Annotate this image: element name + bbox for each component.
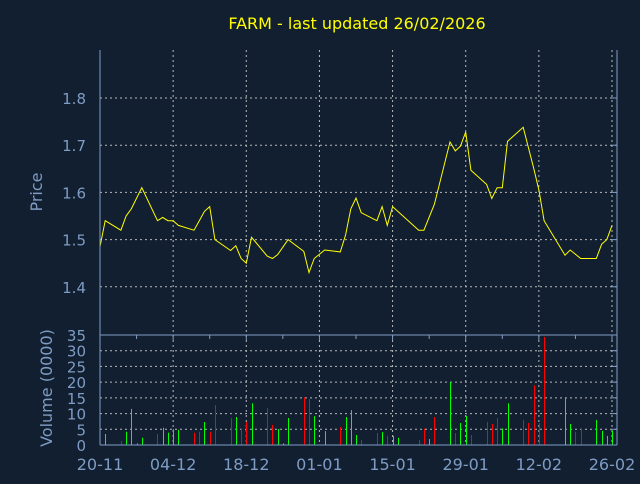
grid [100, 50, 617, 445]
price-axis-label: Price [27, 172, 46, 211]
date-tick-label: 29-01 [442, 455, 489, 474]
volume-tick-label: 25 [67, 358, 86, 376]
volume-tick-label: 10 [67, 406, 86, 424]
volume-tick-label: 5 [76, 421, 86, 439]
volume-tick-label: 20 [67, 374, 86, 392]
volume-tick-label: 35 [67, 327, 86, 345]
date-tick-label: 12-02 [516, 455, 563, 474]
date-tick-label: 26-02 [589, 455, 636, 474]
date-tick-label: 01-01 [296, 455, 343, 474]
price-tick-label: 1.5 [62, 232, 86, 250]
price-tick-label: 1.8 [62, 90, 86, 108]
date-tick-label: 04-12 [150, 455, 197, 474]
price-tick-label: 1.7 [62, 137, 86, 155]
axes [100, 50, 617, 445]
volume-bars [106, 337, 613, 445]
chart-title: FARM - last updated 26/02/2026 [228, 14, 485, 33]
date-tick-label: 20-11 [77, 455, 124, 474]
volume-tick-label: 15 [67, 390, 86, 408]
date-tick-label: 15-01 [369, 455, 416, 474]
price-line [100, 127, 612, 272]
volume-axis-label: Volume (0000) [37, 329, 56, 447]
volume-tick-label: 0 [76, 437, 86, 455]
price-tick-label: 1.4 [62, 279, 86, 297]
volume-tick-label: 30 [67, 343, 86, 361]
date-tick-label: 18-12 [223, 455, 270, 474]
price-tick-label: 1.6 [62, 184, 86, 202]
price-series [100, 127, 612, 273]
